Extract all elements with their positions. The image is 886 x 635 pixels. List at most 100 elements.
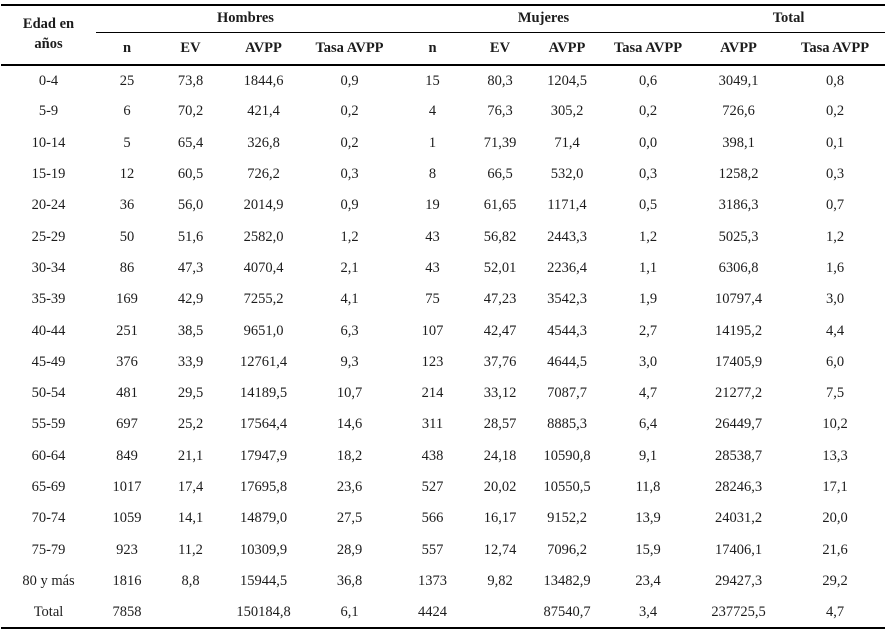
value-cell: 33,9 <box>177 353 204 370</box>
value-cell: 8 <box>428 166 437 183</box>
value-cell: 8885,3 <box>547 416 587 433</box>
age-group-cell: 60-64 <box>31 447 66 464</box>
table-row: 10-14 5 65,4 326,8 0,2 1 71,39 71,4 0,0 398,1 0,1 <box>1 128 885 159</box>
table-row: 65-69 1017 17,4 17695,8 23,6 527 20,02 10550,5 1… <box>1 472 885 503</box>
table-row: 15-19 12 60,5 726,2 0,3 8 66,5 532,0 0,3 1258,2 0,… <box>1 159 885 190</box>
age-group-cell: 5-9 <box>38 103 59 120</box>
value-cell: 3,0 <box>638 353 658 370</box>
value-cell: 4,1 <box>340 291 359 308</box>
value-cell: 169 <box>116 291 138 308</box>
column-header-hombres-tasa: Tasa AVPP <box>304 32 395 66</box>
value-cell: 51,6 <box>177 228 204 245</box>
column-header-edad: Edad en años <box>1 5 96 66</box>
value-cell: 10,2 <box>822 416 848 433</box>
value-cell: 18,2 <box>336 447 363 464</box>
value-cell: 9651,0 <box>243 322 284 339</box>
table-row: 50-54 481 29,5 14189,5 10,7 214 33,12 7087,7 4,7… <box>1 378 885 409</box>
group-header-total: Total <box>692 5 886 33</box>
value-cell: 0,0 <box>638 134 658 151</box>
group-header-hombres: Hombres <box>96 5 395 33</box>
value-cell: 150184,8 <box>236 603 291 620</box>
value-cell: 376 <box>116 353 138 370</box>
value-cell: 20,0 <box>822 510 848 527</box>
value-cell: 6,3 <box>340 322 359 339</box>
value-cell: 24,18 <box>483 447 517 464</box>
column-header-mujeres-avpp: AVPP <box>530 32 604 66</box>
value-cell: 4544,3 <box>547 322 587 339</box>
column-header-mujeres-tasa: Tasa AVPP <box>604 32 693 66</box>
value-cell: 28246,3 <box>714 479 763 495</box>
value-cell: 47,3 <box>177 259 204 276</box>
value-cell: 50 <box>119 228 135 245</box>
value-cell: 65,4 <box>177 134 204 151</box>
age-group-cell: 45-49 <box>31 353 66 370</box>
table-row: 20-24 36 56,0 2014,9 0,9 19 61,65 1171,4 0,5 3186… <box>1 190 885 221</box>
value-cell: 481 <box>116 385 138 402</box>
value-cell: 0,5 <box>638 197 658 214</box>
age-group-cell: 25-29 <box>31 228 66 245</box>
value-cell: 71,39 <box>483 134 517 151</box>
table-row: 75-79 923 11,2 10309,9 28,9 557 12,74 7096,2 15,… <box>1 534 885 565</box>
value-cell: 305,2 <box>550 103 584 120</box>
age-group-cell: 70-74 <box>31 510 66 527</box>
table-row: 5-9 6 70,2 421,4 0,2 4 76,3 305,2 0,2 726,6 0,2 <box>1 96 885 127</box>
value-cell: 12 <box>119 166 135 183</box>
value-cell: 6,0 <box>825 353 845 370</box>
value-cell: 13,3 <box>822 447 848 464</box>
value-cell: 923 <box>116 541 138 558</box>
value-cell: 1059 <box>112 510 142 527</box>
value-cell: 14,6 <box>336 416 363 433</box>
value-cell: 70,2 <box>177 103 204 120</box>
value-cell: 3186,3 <box>718 197 759 214</box>
value-cell: 4,7 <box>638 385 658 402</box>
value-cell: 1,6 <box>825 259 845 276</box>
value-cell: 7255,2 <box>243 291 284 308</box>
value-cell: 557 <box>421 541 444 558</box>
value-cell: 1204,5 <box>547 72 587 89</box>
table-row: 30-34 86 47,3 4070,4 2,1 43 52,01 2236,4 1,1 6306… <box>1 253 885 284</box>
value-cell: 6,1 <box>340 603 359 620</box>
age-group-cell: 55-59 <box>31 416 66 433</box>
value-cell: 20,02 <box>483 479 517 495</box>
value-cell: 11,8 <box>635 479 661 495</box>
value-cell: 17695,8 <box>239 479 288 495</box>
value-cell: 11,2 <box>178 541 203 558</box>
value-cell: 25 <box>119 72 135 89</box>
table-row: 80 y más 1816 8,8 15944,5 36,8 1373 9,82 13482,… <box>1 566 885 597</box>
table-row: 35-39 169 42,9 7255,2 4,1 75 47,23 3542,3 1,9 107… <box>1 284 885 315</box>
value-cell: 1844,6 <box>243 72 284 89</box>
value-cell: 0,3 <box>638 166 658 183</box>
value-cell: 0,3 <box>825 166 845 183</box>
group-header-row: Edad en años Hombres Mujeres Total <box>1 5 886 66</box>
value-cell: 4,7 <box>825 603 845 620</box>
value-cell: 73,8 <box>177 72 204 89</box>
value-cell: 438 <box>421 447 444 464</box>
value-cell: 6306,8 <box>718 259 759 276</box>
table-row: 70-74 1059 14,1 14879,0 27,5 566 16,17 9152,2 13… <box>1 503 885 534</box>
value-cell: 5 <box>123 134 131 151</box>
value-cell: 42,47 <box>483 322 517 339</box>
value-cell: 14195,2 <box>714 322 763 339</box>
value-cell: 61,65 <box>483 197 517 214</box>
value-cell: 21,6 <box>822 541 848 558</box>
value-cell: 7,5 <box>825 385 845 402</box>
value-cell: 532,0 <box>550 166 584 183</box>
value-cell: 13,9 <box>635 510 661 527</box>
value-cell: 326,8 <box>247 134 280 151</box>
table-row: 45-49 376 33,9 12761,4 9,3 123 37,76 4644,5 3,0 1… <box>1 347 885 378</box>
age-group-cell: 0-4 <box>38 72 59 89</box>
age-group-cell: 40-44 <box>31 322 66 339</box>
table-row: 60-64 849 21,1 17947,9 18,2 438 24,18 10590,8 9,… <box>1 441 885 472</box>
edad-header-line1: Edad en <box>22 16 75 33</box>
table-row: 40-44 251 38,5 9651,0 6,3 107 42,47 4544,3 2,7 14… <box>1 315 885 346</box>
table-header: Edad en años Hombres Mujeres Total n EV … <box>1 5 886 66</box>
value-cell: 398,1 <box>722 134 755 151</box>
value-cell: 0,9 <box>340 197 359 214</box>
value-cell: 4424 <box>418 603 447 620</box>
value-cell: 4644,5 <box>547 353 587 370</box>
value-cell: 697 <box>116 416 138 433</box>
value-cell: 37,76 <box>483 353 517 370</box>
value-cell: 7858 <box>112 603 142 620</box>
value-cell: 1,2 <box>340 228 359 245</box>
